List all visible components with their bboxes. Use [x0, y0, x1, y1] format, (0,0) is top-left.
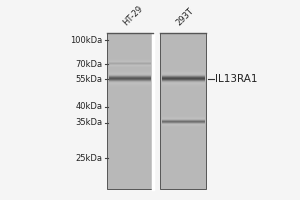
Text: 293T: 293T	[175, 7, 196, 28]
Text: 55kDa: 55kDa	[75, 75, 102, 84]
Text: 100kDa: 100kDa	[70, 36, 102, 45]
Bar	[107, 33, 153, 189]
Text: 40kDa: 40kDa	[75, 102, 102, 111]
Text: HT-29: HT-29	[121, 4, 145, 28]
Bar	[160, 33, 206, 189]
Text: IL13RA1: IL13RA1	[215, 74, 258, 84]
Text: 35kDa: 35kDa	[75, 118, 102, 127]
Text: 25kDa: 25kDa	[75, 154, 102, 163]
Text: 70kDa: 70kDa	[75, 60, 102, 69]
